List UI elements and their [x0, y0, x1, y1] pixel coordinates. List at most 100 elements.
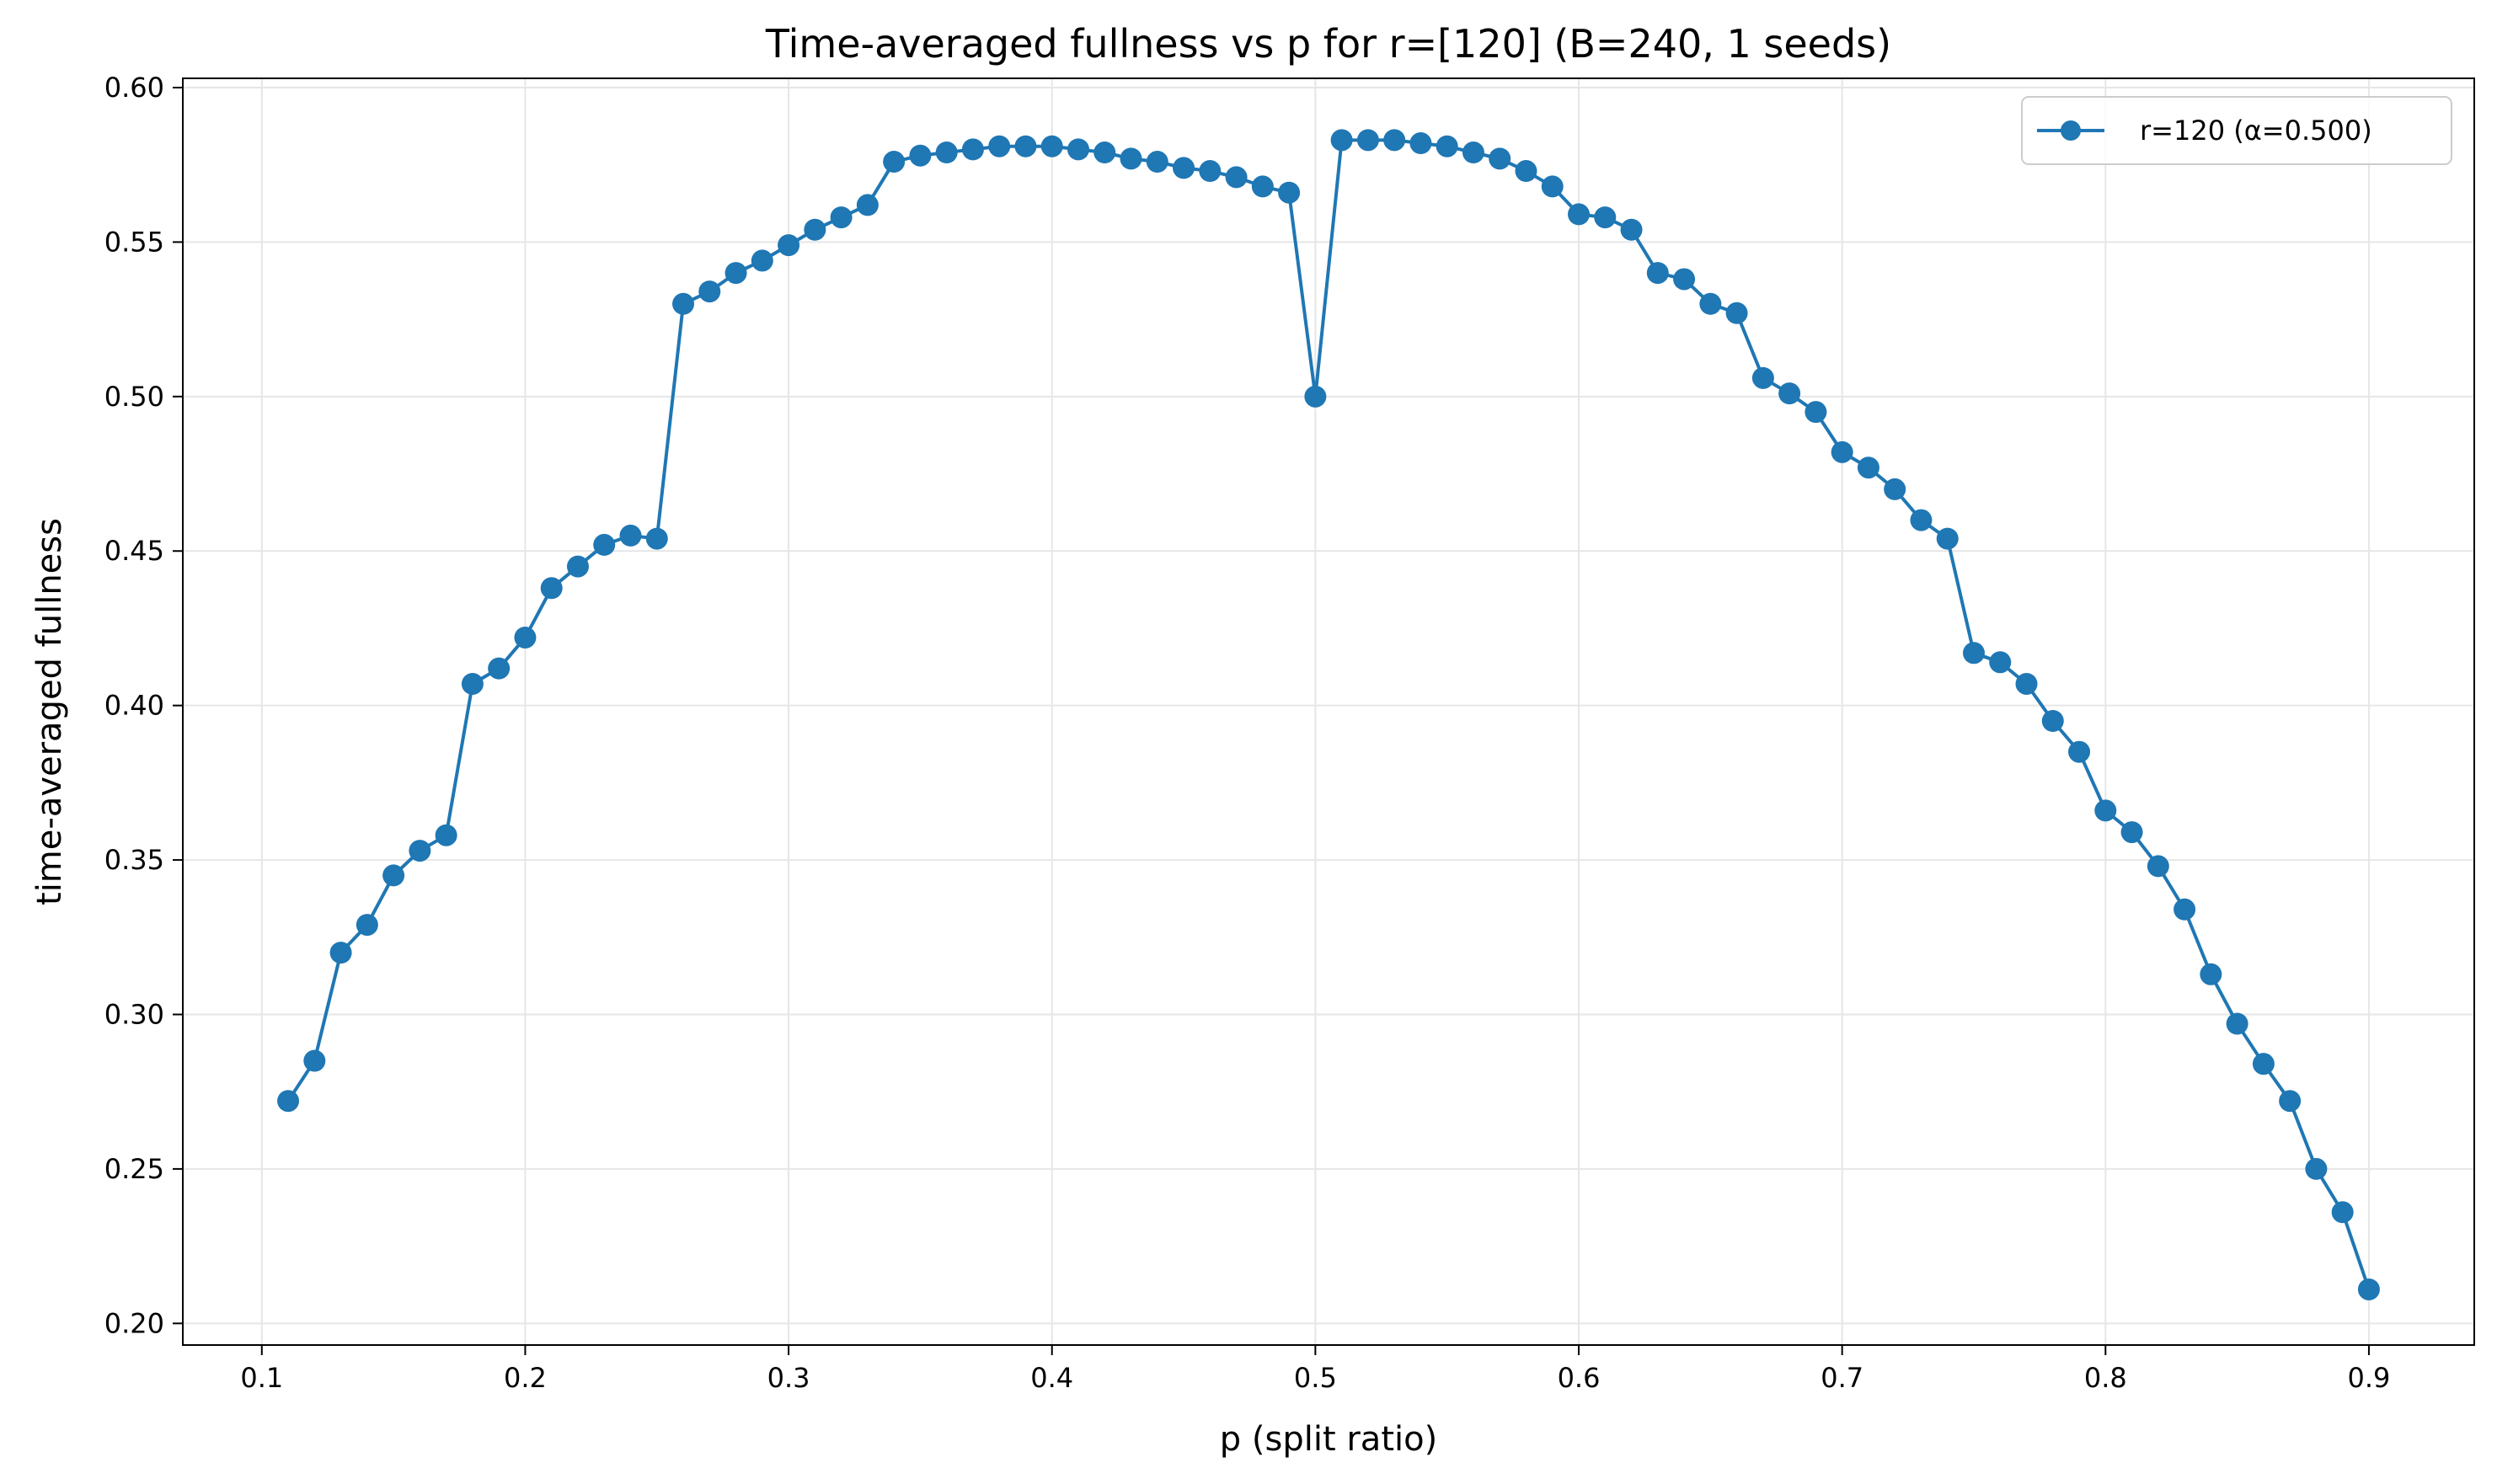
data-point	[961, 138, 984, 161]
data-point	[751, 249, 773, 272]
series-layer	[277, 129, 2380, 1300]
x-tick-label: 0.9	[2347, 1362, 2390, 1394]
x-tick-label: 0.4	[1030, 1362, 1073, 1394]
data-point	[2120, 821, 2143, 844]
data-point	[1173, 157, 1195, 179]
data-point	[1383, 129, 1406, 152]
y-tick-label: 0.40	[104, 690, 164, 722]
data-point	[2041, 710, 2064, 733]
data-point	[1040, 135, 1063, 157]
data-point	[1568, 203, 1591, 226]
data-point	[303, 1049, 326, 1072]
data-point	[1541, 175, 1564, 198]
x-tick-label: 0.6	[1558, 1362, 1601, 1394]
data-point	[2226, 1012, 2248, 1035]
y-tick-label: 0.30	[104, 998, 164, 1030]
data-point	[778, 234, 800, 257]
data-point	[1778, 382, 1801, 405]
data-point	[540, 577, 563, 600]
data-point	[1594, 206, 1617, 229]
data-point	[1962, 642, 1985, 665]
data-point	[1462, 141, 1484, 164]
data-point	[619, 524, 642, 547]
data-point	[856, 194, 879, 216]
data-point	[1278, 181, 1301, 204]
data-point	[1910, 509, 1933, 531]
x-tick-label: 0.5	[1294, 1362, 1337, 1394]
data-point	[698, 280, 721, 303]
data-point	[2200, 963, 2222, 985]
data-point	[1805, 401, 1827, 424]
data-point	[1356, 129, 1379, 152]
x-axis-label: p (split ratio)	[1220, 1420, 1437, 1459]
data-point	[1093, 141, 1116, 164]
data-point	[1515, 160, 1537, 183]
data-point	[1120, 147, 1142, 170]
data-point	[1751, 366, 1774, 389]
grid-lines	[183, 78, 2474, 1345]
data-point	[2015, 672, 2038, 695]
data-point	[725, 262, 747, 285]
data-point	[2147, 855, 2169, 878]
data-point	[804, 218, 826, 241]
data-point	[329, 942, 352, 964]
data-point	[1725, 302, 1748, 324]
data-point	[382, 864, 405, 887]
y-tick-label: 0.45	[104, 535, 164, 567]
legend-marker-swatch	[2061, 120, 2081, 141]
x-tick-label: 0.3	[767, 1362, 810, 1394]
data-point	[2279, 1090, 2302, 1113]
x-tick-label: 0.8	[2084, 1362, 2127, 1394]
data-point	[1673, 268, 1696, 291]
data-point	[1014, 135, 1037, 157]
y-tick-label: 0.50	[104, 381, 164, 413]
data-point	[409, 840, 431, 862]
plot-frame	[182, 77, 2475, 1346]
data-point	[1620, 218, 1643, 241]
legend-box	[2021, 96, 2452, 165]
data-point	[277, 1090, 300, 1113]
data-point	[1436, 135, 1458, 157]
data-point	[1251, 175, 1274, 198]
data-point	[435, 824, 457, 846]
data-point	[2357, 1278, 2380, 1300]
legend-entry-label: r=120 (α=0.500)	[2140, 115, 2372, 147]
data-point	[1330, 129, 1353, 152]
data-point	[645, 527, 668, 550]
data-point	[935, 141, 958, 164]
data-point	[2174, 898, 2196, 921]
data-point	[1409, 132, 1432, 155]
data-point	[830, 206, 853, 229]
data-point	[488, 657, 511, 680]
y-axis-label: time-averaged fullness	[30, 518, 69, 905]
data-point	[1646, 262, 1669, 285]
data-point	[1831, 440, 1853, 463]
data-point	[1699, 292, 1722, 315]
legend: r=120 (α=0.500)	[2021, 96, 2452, 165]
data-point	[2094, 799, 2117, 822]
data-point	[988, 135, 1011, 157]
data-point	[672, 292, 695, 315]
data-point	[1146, 151, 1168, 173]
data-point	[514, 626, 537, 649]
x-tick-label: 0.1	[240, 1362, 283, 1394]
data-point	[1199, 160, 1222, 183]
data-point	[1989, 651, 2012, 674]
data-point	[1857, 456, 1879, 479]
data-point	[461, 672, 484, 695]
x-tick-label: 0.2	[504, 1362, 547, 1394]
data-point	[2331, 1201, 2354, 1224]
data-point	[1304, 385, 1327, 408]
data-point	[566, 555, 589, 578]
data-point	[2068, 740, 2091, 763]
axis-ticks: 0.1 0.2 0.3 0.4 0.5 0.6 0.7 0.8 0.9 0.20 0.25 0.30 0…	[104, 72, 2391, 1394]
data-point	[1489, 147, 1511, 170]
data-point	[1067, 138, 1089, 161]
data-point	[593, 533, 616, 556]
y-tick-label: 0.35	[104, 844, 164, 876]
y-tick-label: 0.55	[104, 226, 164, 258]
chart-title: Time-averaged fullness vs p for r=[120] …	[765, 21, 1891, 67]
data-point	[2252, 1053, 2275, 1076]
y-tick-label: 0.60	[104, 72, 164, 104]
